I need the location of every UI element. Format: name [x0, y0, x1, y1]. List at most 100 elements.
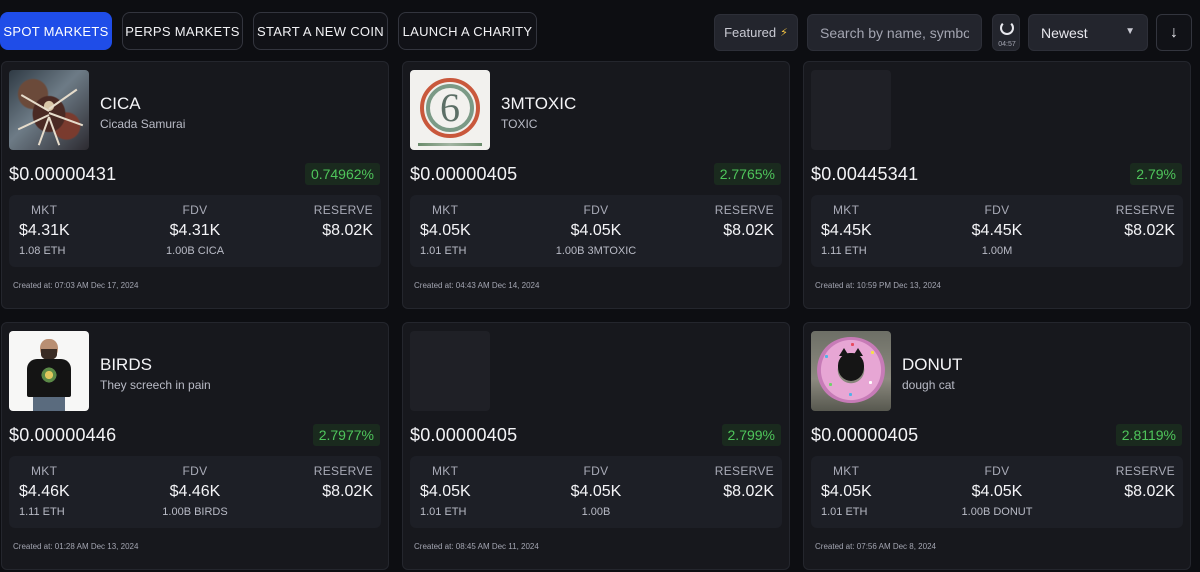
- coin-ticker: DONUT: [902, 355, 963, 374]
- fdv-label: FDV: [182, 203, 208, 217]
- mkt-label: MKT: [432, 203, 459, 217]
- stats-panel: MKT $4.05K 1.01 ETH FDV $4.05K 1.00B RES…: [410, 456, 782, 528]
- tab-spot-markets[interactable]: SPOT MARKETS: [0, 12, 112, 50]
- sort-value: Newest: [1041, 24, 1088, 41]
- stats-panel: MKT $4.05K 1.01 ETH FDV $4.05K 1.00B DON…: [811, 456, 1183, 528]
- coin-card[interactable]: $0.00445341 2.79% MKT $4.45K 1.11 ETH FD…: [803, 61, 1191, 309]
- price-change-badge: 2.799%: [721, 424, 781, 446]
- coin-card[interactable]: CICA Cicada Samurai $0.00000431 0.74962%…: [1, 61, 389, 309]
- coin-card[interactable]: BIRDS They screech in pain $0.00000446 2…: [1, 322, 389, 570]
- created-at: Created at: 01:28 AM Dec 13, 2024: [13, 542, 139, 551]
- cat-in-donut-image: [811, 331, 891, 411]
- mkt-label: MKT: [31, 464, 58, 478]
- search-input[interactable]: [807, 14, 982, 51]
- coin-price: $0.00000405: [811, 425, 919, 445]
- mkt-eth: 1.01 ETH: [821, 506, 868, 518]
- coin-card[interactable]: DONUT dough cat $0.00000405 2.8119% MKT …: [803, 322, 1191, 570]
- mkt-label: MKT: [833, 203, 860, 217]
- reserve-value: $8.02K: [723, 222, 774, 239]
- reserve-value: $8.02K: [322, 222, 373, 239]
- fdv-value: $4.05K: [570, 222, 622, 239]
- fdv-supply: 1.00B 3MTOXIC: [555, 245, 637, 257]
- stats-panel: MKT $4.45K 1.11 ETH FDV $4.45K 1.00M RES…: [811, 195, 1183, 267]
- coin-price: $0.00000405: [410, 164, 518, 184]
- sort-direction-button[interactable]: ↓: [1156, 14, 1192, 51]
- mkt-eth: 1.01 ETH: [420, 245, 467, 257]
- price-change-badge: 2.7765%: [713, 163, 781, 185]
- fdv-value: $4.46K: [169, 483, 221, 500]
- empty-image-placeholder: [811, 70, 891, 150]
- coin-ticker: BIRDS: [100, 355, 152, 374]
- created-at: Created at: 04:43 AM Dec 14, 2024: [414, 281, 540, 290]
- toxic-logo-image: 6: [410, 70, 490, 150]
- reserve-label: RESERVE: [313, 203, 373, 217]
- reserve-label: RESERVE: [714, 464, 774, 478]
- coin-card[interactable]: $0.00000405 2.799% MKT $4.05K 1.01 ETH F…: [402, 322, 790, 570]
- mkt-label: MKT: [833, 464, 860, 478]
- fdv-label: FDV: [583, 203, 609, 217]
- fdv-label: FDV: [984, 464, 1010, 478]
- tab-perps-markets[interactable]: PERPS MARKETS: [122, 12, 243, 50]
- reserve-value: $8.02K: [723, 483, 774, 500]
- coin-card[interactable]: 6 3MTOXIC TOXIC $0.00000405 2.7765% MKT …: [402, 61, 790, 309]
- price-change-badge: 2.7977%: [312, 424, 380, 446]
- mkt-eth: 1.11 ETH: [19, 506, 65, 518]
- fdv-value: $4.05K: [570, 483, 622, 500]
- featured-label: Featured: [724, 25, 777, 40]
- mkt-value: $4.05K: [420, 222, 471, 239]
- price-change-badge: 0.74962%: [304, 163, 380, 185]
- fdv-supply: 1.00B DONUT: [961, 506, 1033, 518]
- featured-filter-button[interactable]: Featured ⚡: [714, 14, 798, 51]
- mkt-eth: 1.11 ETH: [821, 245, 867, 257]
- mkt-value: $4.46K: [19, 483, 70, 500]
- refresh-button[interactable]: 04:57: [992, 14, 1020, 51]
- mkt-value: $4.31K: [19, 222, 70, 239]
- refresh-spinner-icon: [1000, 21, 1014, 35]
- reserve-value: $8.02K: [1124, 483, 1175, 500]
- empty-image-placeholder: [410, 331, 490, 411]
- fdv-supply: 1.00B: [581, 506, 611, 518]
- top-bar: SPOT MARKETS PERPS MARKETS START A NEW C…: [0, 0, 1200, 62]
- reserve-label: RESERVE: [1115, 464, 1175, 478]
- fdv-label: FDV: [583, 464, 609, 478]
- mkt-label: MKT: [432, 464, 459, 478]
- stats-panel: MKT $4.31K 1.08 ETH FDV $4.31K 1.00B CIC…: [9, 195, 381, 267]
- reserve-label: RESERVE: [714, 203, 774, 217]
- chevron-down-icon: ▼: [1125, 26, 1135, 37]
- fdv-value: $4.45K: [971, 222, 1023, 239]
- stats-panel: MKT $4.05K 1.01 ETH FDV $4.05K 1.00B 3MT…: [410, 195, 782, 267]
- fdv-supply: 1.00B CICA: [165, 245, 225, 257]
- fdv-label: FDV: [182, 464, 208, 478]
- mkt-eth: 1.01 ETH: [420, 506, 467, 518]
- cicada-samurai-image: [9, 70, 89, 150]
- mkt-value: $4.05K: [420, 483, 471, 500]
- coin-name: Cicada Samurai: [100, 117, 186, 131]
- coin-ticker: 3MTOXIC: [501, 94, 577, 113]
- created-at: Created at: 08:45 AM Dec 11, 2024: [414, 542, 539, 551]
- coin-price: $0.00445341: [811, 164, 919, 184]
- sort-select[interactable]: Newest ▼: [1028, 14, 1148, 51]
- tab-launch-charity[interactable]: LAUNCH A CHARITY: [398, 12, 537, 50]
- coin-price: $0.00000431: [9, 164, 117, 184]
- fdv-supply: 1.00M: [981, 245, 1013, 257]
- reserve-value: $8.02K: [1124, 222, 1175, 239]
- mkt-eth: 1.08 ETH: [19, 245, 66, 257]
- coin-price: $0.00000446: [9, 425, 117, 445]
- created-at: Created at: 07:56 AM Dec 8, 2024: [815, 542, 936, 551]
- reserve-label: RESERVE: [313, 464, 373, 478]
- man-in-tshirt-image: [9, 331, 89, 411]
- coin-ticker: CICA: [100, 94, 141, 113]
- arrow-down-icon: ↓: [1170, 23, 1178, 41]
- price-change-badge: 2.79%: [1130, 163, 1182, 185]
- tab-start-new-coin[interactable]: START A NEW COIN: [253, 12, 388, 50]
- mkt-value: $4.05K: [821, 483, 872, 500]
- fdv-value: $4.05K: [971, 483, 1023, 500]
- coin-name: TOXIC: [501, 117, 538, 131]
- toxic-six-glyph: 6: [440, 85, 460, 130]
- price-change-badge: 2.8119%: [1115, 424, 1182, 446]
- mkt-value: $4.45K: [821, 222, 872, 239]
- reserve-label: RESERVE: [1115, 203, 1175, 217]
- created-at: Created at: 07:03 AM Dec 17, 2024: [13, 281, 139, 290]
- coin-name: They screech in pain: [100, 378, 211, 392]
- reserve-value: $8.02K: [322, 483, 373, 500]
